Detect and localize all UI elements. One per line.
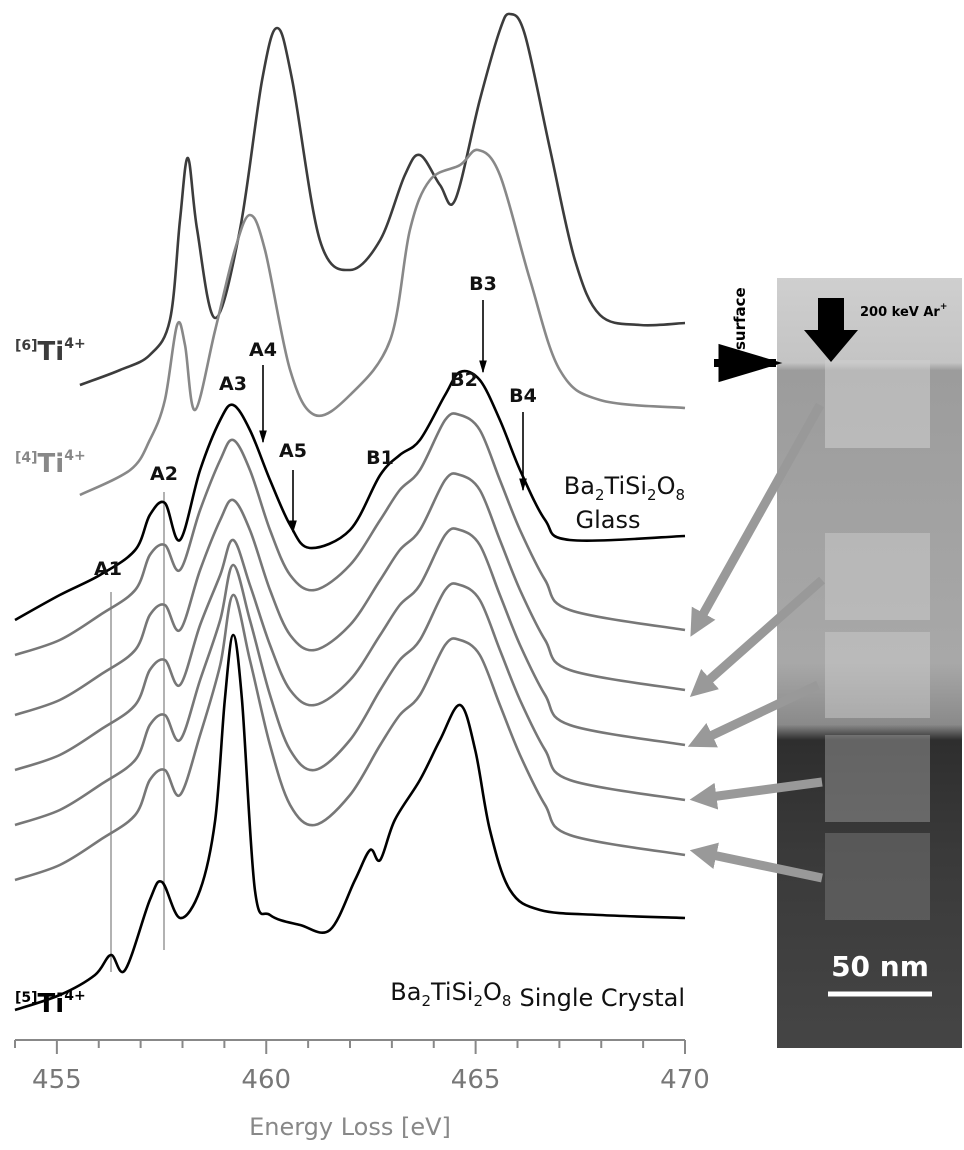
peak-label: A1 bbox=[94, 558, 122, 580]
surface-label: surface bbox=[731, 287, 749, 350]
subscript: 8 bbox=[675, 486, 685, 504]
charge: 4+ bbox=[64, 336, 85, 352]
region-box bbox=[825, 533, 930, 620]
element: TiSi bbox=[604, 472, 648, 500]
beam-text: 200 keV Ar bbox=[860, 305, 940, 320]
ion: Ti bbox=[38, 337, 65, 367]
tem-image: surface 200 keV Ar+ 50 nm bbox=[714, 278, 962, 1048]
site: [6] bbox=[15, 338, 38, 354]
formula-label: Ba2TiSi2O8 bbox=[564, 472, 685, 504]
ion: Ti bbox=[38, 989, 65, 1019]
peak-label: A2 bbox=[150, 463, 178, 485]
species-label: [6]Ti4+ bbox=[15, 336, 86, 367]
x-tick-label: 460 bbox=[241, 1065, 291, 1095]
spectrum bbox=[15, 413, 685, 655]
peak-label: B1 bbox=[366, 447, 394, 469]
x-tick-label: 455 bbox=[32, 1065, 82, 1095]
sample-label: Glass bbox=[576, 506, 641, 534]
x-axis-label: Energy Loss [eV] bbox=[249, 1113, 451, 1141]
spectrum bbox=[15, 595, 685, 880]
charge: 4+ bbox=[64, 988, 85, 1004]
species-label: [5]Ti4+ bbox=[15, 988, 86, 1019]
element: TiSi bbox=[430, 978, 474, 1006]
subscript: 8 bbox=[502, 992, 512, 1010]
x-tick-label: 470 bbox=[660, 1065, 710, 1095]
peak-label: B2 bbox=[450, 369, 478, 391]
region-box bbox=[825, 632, 930, 718]
subscript: 2 bbox=[473, 992, 483, 1010]
element: Ba bbox=[390, 978, 421, 1006]
site: [4] bbox=[15, 450, 38, 466]
element: Ba bbox=[564, 472, 595, 500]
peak-label: A3 bbox=[219, 373, 247, 395]
peak-label: B3 bbox=[469, 273, 497, 295]
region-box bbox=[825, 833, 930, 920]
region-box bbox=[825, 735, 930, 822]
spectrum bbox=[15, 635, 685, 1010]
spectrum bbox=[80, 14, 685, 385]
peak-label: A4 bbox=[249, 339, 277, 361]
beam-charge: + bbox=[940, 302, 948, 312]
element: O bbox=[657, 472, 676, 500]
x-tick-label: 465 bbox=[451, 1065, 501, 1095]
peak-label: A5 bbox=[279, 440, 307, 462]
subscript: 2 bbox=[595, 486, 605, 504]
element: O bbox=[483, 978, 502, 1006]
sample-label: Single Crystal bbox=[519, 984, 685, 1012]
beam-label: 200 keV Ar+ bbox=[860, 302, 947, 320]
region-box bbox=[825, 360, 930, 448]
scale-label: 50 nm bbox=[831, 950, 929, 983]
species-label: [4]Ti4+ bbox=[15, 448, 86, 479]
peak-label: B4 bbox=[509, 385, 537, 407]
subscript: 2 bbox=[647, 486, 657, 504]
site: [5] bbox=[15, 990, 38, 1006]
subscript: 2 bbox=[421, 992, 431, 1010]
figure: region Iregion IIregion IIIregion IVregi… bbox=[0, 0, 964, 1150]
charge: 4+ bbox=[64, 448, 85, 464]
ion: Ti bbox=[38, 449, 65, 479]
